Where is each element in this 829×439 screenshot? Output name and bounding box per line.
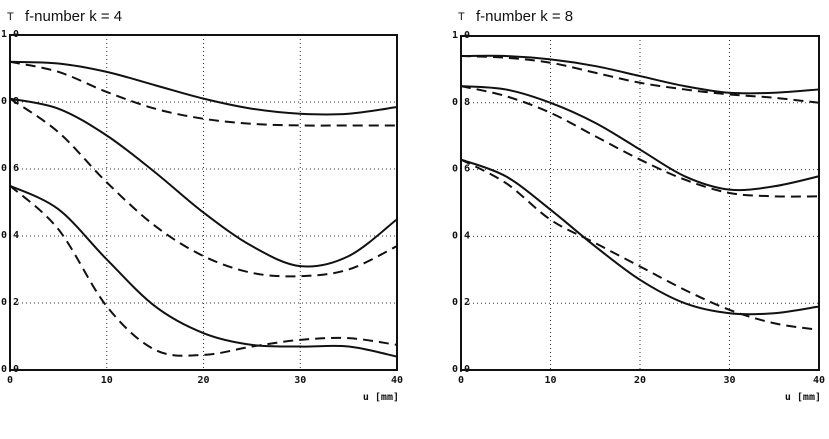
x-tick-label: 0 xyxy=(7,375,13,386)
x-tick-label: 0 xyxy=(458,375,464,386)
curve xyxy=(9,184,398,358)
x-tick-label: 40 xyxy=(813,375,825,386)
curve xyxy=(460,55,820,104)
curve xyxy=(9,97,398,268)
curve xyxy=(460,158,820,331)
x-tick-label: 10 xyxy=(544,375,556,386)
y-axis-label: T xyxy=(458,11,465,23)
x-tick-label: 10 xyxy=(101,375,113,386)
y-axis-label: T xyxy=(7,11,14,23)
curve xyxy=(9,60,398,116)
chart-title: f-number k = 8 xyxy=(476,8,573,25)
curve xyxy=(460,54,820,95)
curve xyxy=(9,60,397,127)
x-tick-label: 40 xyxy=(391,375,403,386)
chart-title: f-number k = 4 xyxy=(25,8,122,25)
curve xyxy=(460,85,820,192)
x-tick-label: 30 xyxy=(294,375,306,386)
x-axis-label: u [mm] xyxy=(785,392,821,403)
x-tick-label: 20 xyxy=(197,375,209,386)
x-axis-label: u [mm] xyxy=(363,392,399,403)
curve xyxy=(460,85,820,198)
curve xyxy=(9,185,398,357)
plot-frame xyxy=(9,34,398,371)
curve xyxy=(460,158,820,316)
plot-frame xyxy=(460,35,820,371)
x-tick-label: 20 xyxy=(634,375,646,386)
x-tick-label: 30 xyxy=(723,375,735,386)
